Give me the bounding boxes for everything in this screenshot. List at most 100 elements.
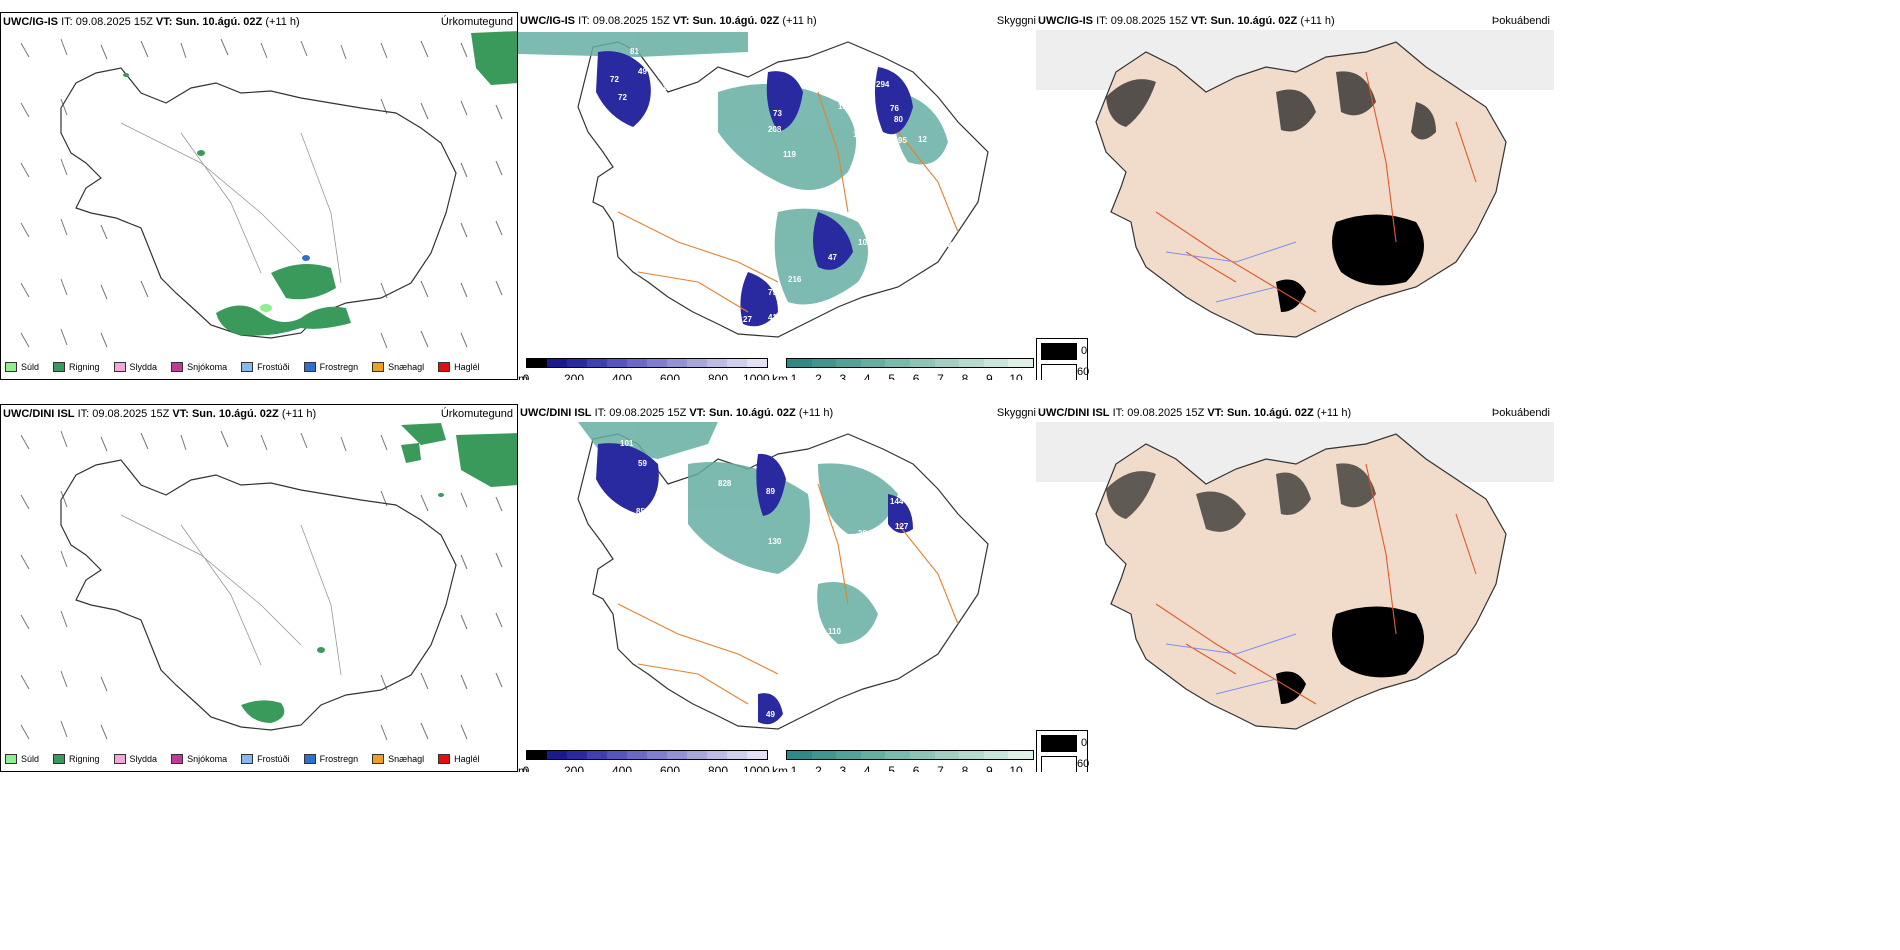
colorbar-segment bbox=[607, 751, 627, 759]
iceland-coastline-2 bbox=[577, 41, 989, 338]
cloudbase-label: 144 bbox=[890, 497, 904, 506]
legend-item-frostregn: Frostregn bbox=[303, 754, 358, 764]
colorbar-segment bbox=[836, 751, 861, 759]
cloudbase-label: 75 bbox=[768, 288, 777, 297]
cloudbase-label: 80 bbox=[894, 115, 903, 124]
cloudbase-visibility-map-2: 101 59 49 85 225 828 89 130 222 160 110 … bbox=[577, 422, 989, 730]
colorbar-segment bbox=[1008, 359, 1033, 367]
cloudbase-label: 12 bbox=[918, 135, 927, 144]
cloudbase-label: 222 bbox=[798, 555, 812, 564]
cloudbase-label: 80 bbox=[646, 115, 655, 124]
rain-areas-1 bbox=[123, 31, 517, 336]
fog-indicator-areas-1 bbox=[1106, 71, 1436, 140]
legend-item-slydda: Slydda bbox=[113, 754, 157, 764]
cloudbase-label: 41 bbox=[768, 313, 777, 322]
cloudbase-label: 28 bbox=[858, 653, 867, 662]
colorbar-segment bbox=[959, 359, 984, 367]
panel-header-4: UWC/DINI ISL IT: 09.08.2025 15Z VT: Sun.… bbox=[3, 408, 317, 420]
rain-areas-2 bbox=[241, 423, 517, 723]
iceland-coastline-4 bbox=[577, 433, 989, 730]
cloudbase-label: 61 bbox=[658, 83, 667, 92]
cloudbase-label: 294 bbox=[876, 80, 890, 89]
cloudbase-label: 119 bbox=[783, 150, 796, 159]
cloudbase-label: 130 bbox=[768, 537, 782, 546]
colorbar-segment bbox=[909, 359, 935, 367]
colorbar-segment bbox=[627, 751, 647, 759]
cloudbase-label: 111 bbox=[852, 177, 865, 186]
colorbar-segment bbox=[959, 751, 984, 759]
legend-item-slydda: Slydda bbox=[113, 362, 157, 372]
colorbar-segment bbox=[587, 751, 607, 759]
cloudbase-label: 101 bbox=[620, 439, 634, 448]
low-cloudbase-areas-1 bbox=[596, 51, 913, 327]
visibility-colorbar-2: km 1 2 3 4 5 6 7 8 9 10 bbox=[772, 750, 1034, 772]
colorbar-segment bbox=[885, 359, 910, 367]
fog-key-swatch-0 bbox=[1041, 735, 1077, 752]
cloudbase-visibility-panel-1: 81 49 61 72 80 157 73 208 119 111 294 76… bbox=[518, 12, 1036, 380]
fog-title-2: Þokuábendi bbox=[1491, 407, 1550, 419]
colorbar-segment bbox=[547, 359, 567, 367]
precip-legend-1: Súld Rigning Slydda Snjókoma Frostúði Fr… bbox=[5, 362, 480, 372]
wind-barbs-1 bbox=[20, 38, 503, 349]
precip-type-map-1 bbox=[20, 31, 517, 349]
fog-map-2 bbox=[1036, 422, 1554, 730]
legend-item-snjokoma: Snjókoma bbox=[171, 754, 227, 764]
cloudbase-colorbar-2: m 0 200 400 600 800 1000 bbox=[518, 750, 770, 772]
colorbar-segment bbox=[787, 751, 812, 759]
cloudbase-label: 27 bbox=[743, 315, 752, 324]
colorbar-segment bbox=[707, 359, 727, 367]
panel-header-5: UWC/DINI ISL IT: 09.08.2025 15Z VT: Sun.… bbox=[520, 407, 834, 419]
fog-key-swatch-0 bbox=[1041, 343, 1077, 360]
cloudbase-label: 85 bbox=[636, 507, 645, 516]
colorbar-segment bbox=[860, 359, 886, 367]
colorbar-segment bbox=[607, 359, 627, 367]
colorbar-segment bbox=[787, 359, 812, 367]
colorbar-segment bbox=[527, 359, 547, 367]
cloudbase-label: 81 bbox=[630, 47, 639, 56]
colorbar-segment bbox=[687, 751, 707, 759]
colorbar-segment bbox=[667, 359, 687, 367]
legend-item-frostregn: Frostregn bbox=[303, 362, 358, 372]
cloudbase-label: 101 bbox=[858, 238, 872, 247]
cloudbase-label: 48 bbox=[863, 547, 872, 556]
legend-item-rigning: Rigning bbox=[53, 754, 100, 764]
colorbar-segment bbox=[1008, 751, 1033, 759]
colorbar-segment bbox=[727, 359, 747, 367]
fog-map-1 bbox=[1036, 30, 1554, 338]
cloudbase-label: 88 bbox=[866, 635, 875, 644]
colorbar-segment bbox=[567, 751, 587, 759]
cloudbase-label: 72 bbox=[610, 75, 619, 84]
colorbar-segment bbox=[885, 751, 910, 759]
colorbar-segment bbox=[836, 359, 861, 367]
cloudbase-label: 225 bbox=[658, 525, 672, 534]
cloudbase-label: 110 bbox=[828, 627, 841, 636]
cloudbase-label: 49 bbox=[766, 710, 775, 719]
cloudbase-label: 180 bbox=[716, 215, 730, 224]
cloudbase-label: 160 bbox=[853, 572, 867, 581]
low-cloudbase-areas-2 bbox=[596, 443, 913, 725]
cloudbase-label: 129 bbox=[918, 529, 932, 538]
precip-type-map-2 bbox=[20, 423, 517, 741]
visibility-title-2: Skyggni bbox=[996, 407, 1036, 419]
cloudbase-label: 49 bbox=[668, 487, 677, 496]
colorbar-segment bbox=[747, 359, 767, 367]
visibility-title-1: Skyggni bbox=[996, 15, 1036, 27]
wind-barbs-2 bbox=[20, 430, 503, 741]
fog-core-2 bbox=[1332, 606, 1424, 678]
colorbar-segment bbox=[627, 359, 647, 367]
cloudbase-label: 208 bbox=[768, 125, 782, 134]
colorbar-segment bbox=[811, 359, 837, 367]
cloudbase-label: 76 bbox=[890, 104, 899, 113]
legend-item-sulda: Súld bbox=[5, 362, 39, 372]
fog-core-1 bbox=[1332, 214, 1424, 286]
colorbar-segment bbox=[567, 359, 587, 367]
colorbar-segment bbox=[707, 751, 727, 759]
colorbar-segment bbox=[647, 359, 667, 367]
cloudbase-label: 95 bbox=[898, 136, 907, 145]
cloudbase-visibility-panel-2: 101 59 49 85 225 828 89 130 222 160 110 … bbox=[518, 404, 1036, 772]
precip-legend-2: Súld Rigning Slydda Snjókoma Frostúði Fr… bbox=[5, 754, 480, 764]
colorbar-segment bbox=[667, 751, 687, 759]
precip-type-panel-1: UWC/IG-IS IT: 09.08.2025 15Z VT: Sun. 10… bbox=[0, 12, 518, 380]
cloudbase-labels-2: 101 59 49 85 225 828 89 130 222 160 110 … bbox=[620, 439, 932, 719]
precip-type-title-2: Úrkomutegund bbox=[440, 408, 513, 420]
